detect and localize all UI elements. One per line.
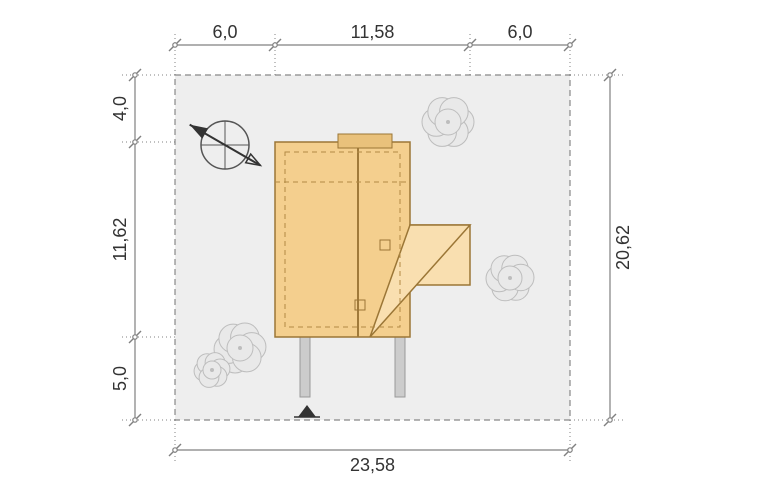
- dim-label: 23,58: [350, 455, 395, 475]
- tree-icon: [422, 98, 474, 147]
- dim-label: 11,58: [351, 22, 395, 42]
- dim-label: 4,0: [110, 96, 130, 121]
- dim-label: 6,0: [212, 22, 237, 42]
- post: [395, 337, 405, 397]
- dim-label: 20,62: [613, 225, 633, 270]
- dim-label: 11,62: [110, 218, 130, 262]
- post: [300, 337, 310, 397]
- tree-icon: [486, 255, 534, 301]
- chimney: [338, 134, 392, 148]
- dim-label: 5,0: [110, 366, 130, 391]
- dim-label: 6,0: [507, 22, 532, 42]
